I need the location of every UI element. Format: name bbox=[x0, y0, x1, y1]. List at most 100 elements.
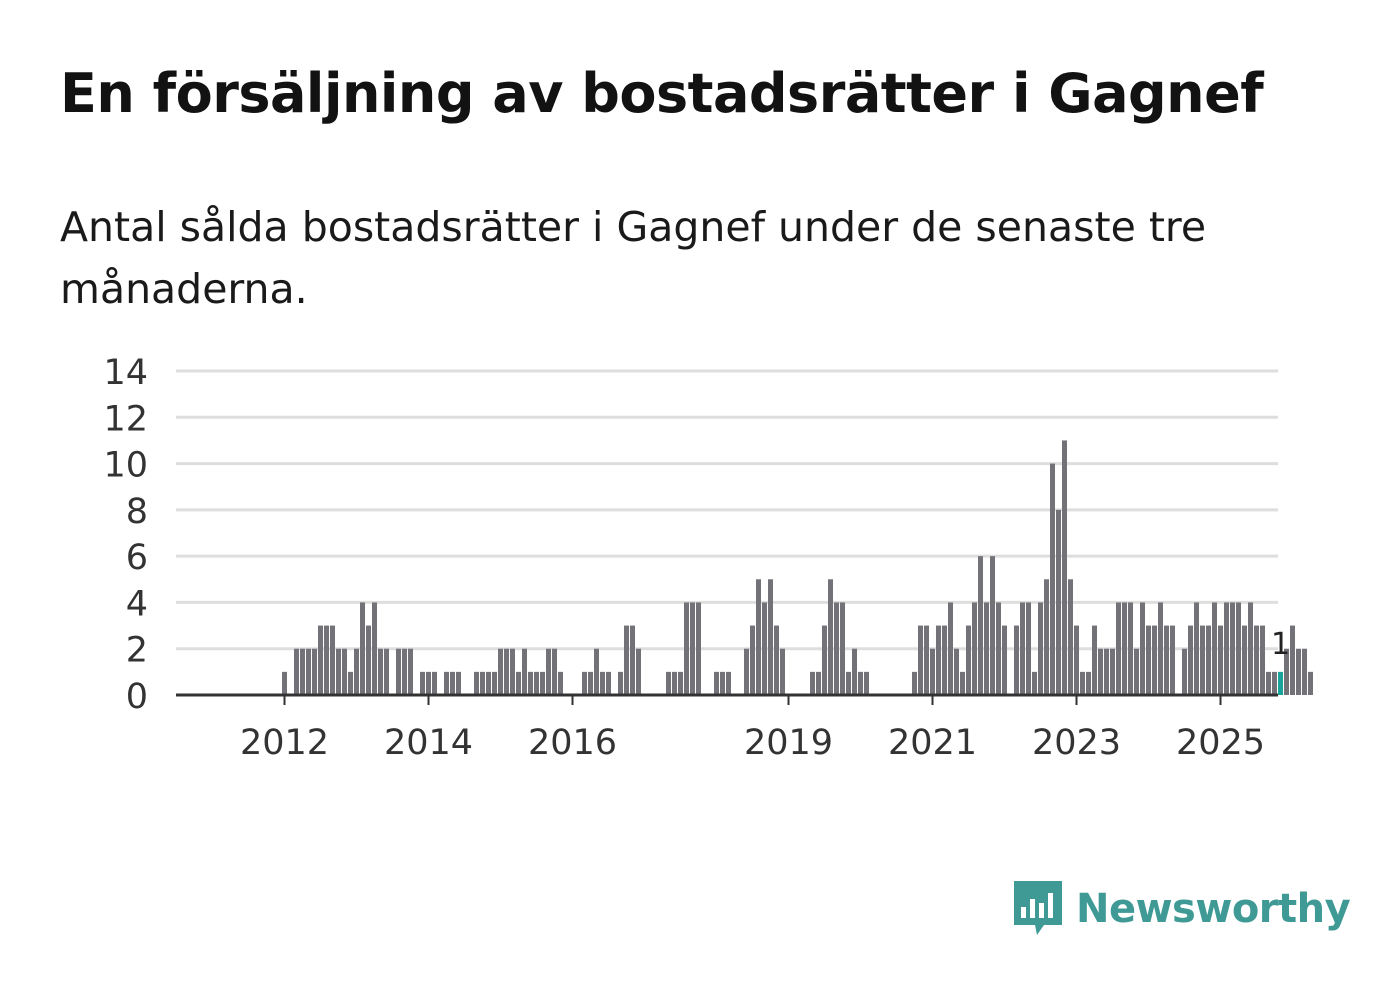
bar bbox=[984, 602, 989, 695]
bar bbox=[1272, 671, 1277, 695]
bar bbox=[1230, 602, 1235, 695]
bar bbox=[762, 602, 767, 695]
bar bbox=[282, 671, 287, 695]
bar bbox=[372, 602, 377, 695]
bar bbox=[1026, 602, 1031, 695]
bar bbox=[858, 671, 863, 695]
bar bbox=[408, 648, 413, 695]
y-tick-label: 12 bbox=[103, 399, 148, 439]
x-tick-label: 2012 bbox=[240, 723, 329, 763]
bar bbox=[606, 671, 611, 695]
bar bbox=[396, 648, 401, 695]
bar bbox=[366, 625, 371, 695]
bar bbox=[1224, 602, 1229, 695]
bar bbox=[1212, 602, 1217, 695]
bar bbox=[504, 648, 509, 695]
x-tick-label: 2014 bbox=[384, 723, 473, 763]
bar bbox=[594, 648, 599, 695]
chart-title: En försäljning av bostadsrätter i Gagnef bbox=[60, 62, 1264, 125]
bar bbox=[864, 671, 869, 695]
newsworthy-logo: Newsworthy bbox=[1010, 879, 1351, 939]
bar bbox=[516, 671, 521, 695]
bar bbox=[1290, 625, 1295, 695]
bar bbox=[714, 671, 719, 695]
bar bbox=[522, 648, 527, 695]
x-tick-label: 2025 bbox=[1176, 723, 1265, 763]
bar bbox=[1266, 671, 1271, 695]
bar bbox=[678, 671, 683, 695]
bar bbox=[624, 625, 629, 695]
bar bbox=[1248, 602, 1253, 695]
bar bbox=[1110, 648, 1115, 695]
bar bbox=[960, 671, 965, 695]
bar bbox=[1158, 602, 1163, 695]
bar bbox=[846, 671, 851, 695]
y-axis-labels: 0 2 4 6 8 10 12 14 bbox=[103, 353, 148, 717]
bar bbox=[1152, 625, 1157, 695]
bar bbox=[588, 671, 593, 695]
bar bbox=[672, 671, 677, 695]
gridlines bbox=[176, 369, 1278, 651]
x-tick-label: 2023 bbox=[1032, 723, 1121, 763]
bar bbox=[972, 602, 977, 695]
bar bbox=[450, 671, 455, 695]
bar bbox=[1050, 463, 1055, 695]
bar bbox=[1278, 671, 1283, 695]
bar bbox=[1242, 625, 1247, 695]
bar bbox=[330, 625, 335, 695]
bar bbox=[636, 648, 641, 695]
bar bbox=[600, 671, 605, 695]
bar bbox=[816, 671, 821, 695]
bar bbox=[1122, 602, 1127, 695]
bar bbox=[1194, 602, 1199, 695]
bar bbox=[1080, 671, 1085, 695]
bar bbox=[312, 648, 317, 695]
bar bbox=[684, 602, 689, 695]
bar bbox=[630, 625, 635, 695]
bar bbox=[324, 625, 329, 695]
bar bbox=[840, 602, 845, 695]
bar bbox=[1014, 625, 1019, 695]
bar bbox=[768, 579, 773, 695]
x-tick-label: 2021 bbox=[888, 723, 977, 763]
bar bbox=[1302, 648, 1307, 695]
bar-chart-speech-icon bbox=[1014, 881, 1062, 935]
bar bbox=[354, 648, 359, 695]
bar bbox=[696, 602, 701, 695]
bar bbox=[1296, 648, 1301, 695]
bar bbox=[978, 556, 983, 695]
bar bbox=[546, 648, 551, 695]
bar bbox=[936, 625, 941, 695]
bar bbox=[726, 671, 731, 695]
bar bbox=[756, 579, 761, 695]
bar bbox=[318, 625, 323, 695]
bar bbox=[1098, 648, 1103, 695]
bar bbox=[1038, 602, 1043, 695]
bar bbox=[966, 625, 971, 695]
bar bbox=[1164, 625, 1169, 695]
bar bbox=[498, 648, 503, 695]
bar bbox=[744, 648, 749, 695]
bar bbox=[1206, 625, 1211, 695]
bar bbox=[1188, 625, 1193, 695]
last-value-label: 1 bbox=[1271, 627, 1290, 662]
y-tick-label: 6 bbox=[126, 538, 148, 578]
bar bbox=[780, 648, 785, 695]
bar bbox=[954, 648, 959, 695]
bar bbox=[774, 625, 779, 695]
bar bbox=[1002, 625, 1007, 695]
bar bbox=[1140, 602, 1145, 695]
bar bbox=[930, 648, 935, 695]
bar bbox=[1032, 671, 1037, 695]
bars bbox=[282, 440, 1313, 695]
bar bbox=[942, 625, 947, 695]
bar bbox=[1044, 579, 1049, 695]
bar bbox=[1074, 625, 1079, 695]
bar bbox=[360, 602, 365, 695]
bar bbox=[1146, 625, 1151, 695]
bar bbox=[342, 648, 347, 695]
bar bbox=[834, 602, 839, 695]
bar bbox=[444, 671, 449, 695]
brand-name: Newsworthy bbox=[1076, 886, 1351, 932]
